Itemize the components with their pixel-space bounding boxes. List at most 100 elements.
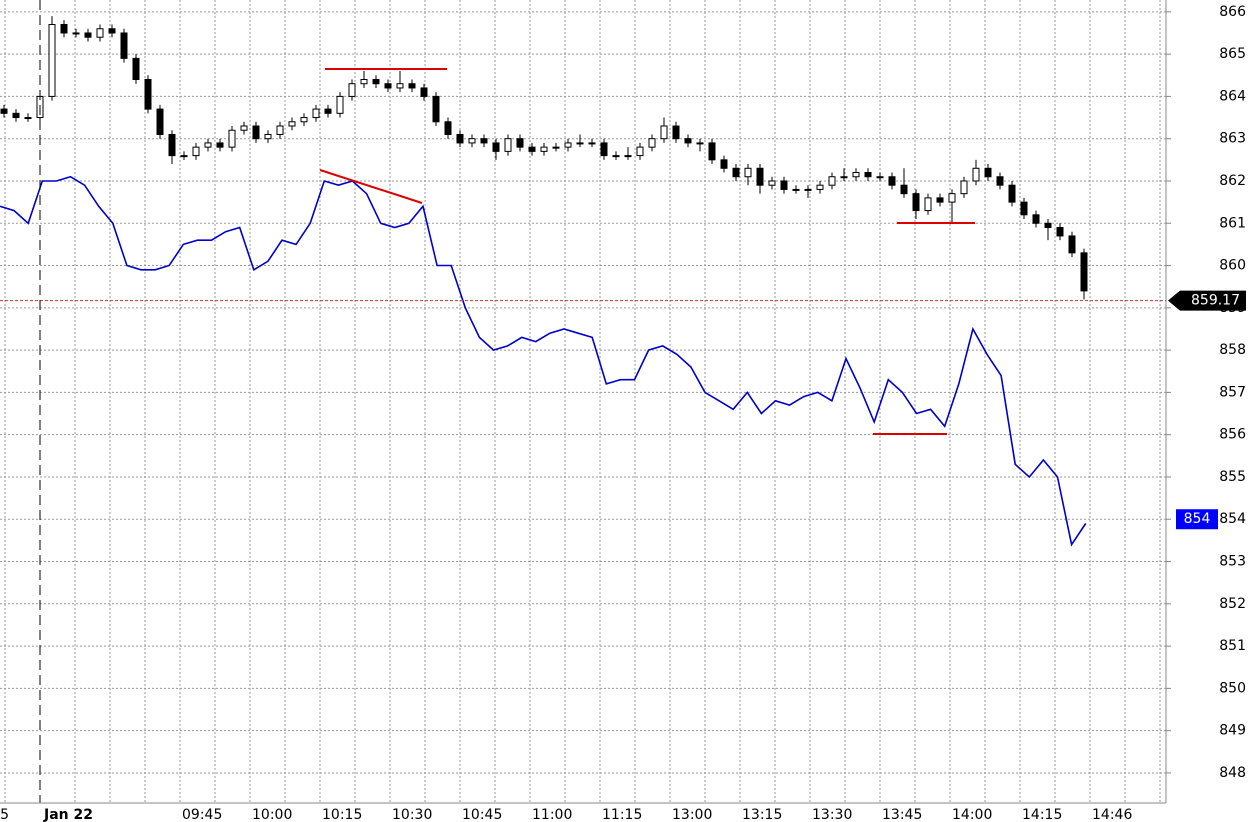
candle-body	[204, 142, 212, 148]
y-tick-label: 862	[1219, 173, 1246, 189]
candle-body	[816, 184, 824, 190]
candle-body	[1020, 201, 1028, 216]
candle-body	[996, 176, 1004, 186]
candle-body	[288, 121, 296, 127]
y-tick-label: 852	[1219, 596, 1246, 612]
candle-body	[540, 146, 548, 152]
x-tick-label: 10:30	[392, 807, 432, 822]
candle-body	[372, 78, 380, 85]
y-tick-label: 863	[1219, 131, 1246, 147]
candle-body	[744, 167, 752, 178]
candle-body	[84, 32, 92, 38]
x-tick-label: Jan 22	[43, 807, 93, 822]
candle-body	[792, 188, 800, 191]
candle-body	[492, 142, 500, 152]
x-tick-label: 13:00	[672, 807, 712, 822]
candle-body	[444, 121, 452, 135]
candle-body	[180, 155, 188, 158]
x-tick-label: 5	[0, 807, 9, 822]
candle-body	[576, 142, 584, 145]
x-tick-label: 10:45	[462, 807, 502, 822]
candle-body	[228, 129, 236, 148]
candle-body	[672, 125, 680, 140]
candle-body	[840, 176, 848, 179]
candle-body	[1032, 214, 1040, 224]
candle-body	[804, 188, 812, 191]
candle-body	[756, 167, 764, 186]
candle-body	[120, 32, 128, 59]
candle-body	[240, 125, 248, 131]
candle-body	[252, 125, 260, 140]
candle-body	[216, 142, 224, 148]
candle-body	[276, 125, 284, 135]
x-tick-label: 09:45	[182, 807, 222, 822]
candle-body	[504, 138, 512, 152]
price-tag	[1176, 509, 1218, 530]
x-tick-label: 10:00	[252, 807, 292, 822]
candle-body	[12, 112, 20, 119]
candle-body	[516, 138, 524, 148]
y-tick-label: 851	[1219, 638, 1246, 654]
candle-body	[948, 193, 956, 203]
candle-body	[72, 32, 80, 35]
candle-body	[528, 146, 536, 152]
candle-body	[600, 142, 608, 157]
price-tag-label: 854	[1184, 511, 1211, 527]
marks	[0, 16, 1166, 547]
candle-body	[312, 108, 320, 119]
candle-body	[264, 133, 272, 140]
x-tick-label: 13:30	[812, 807, 852, 822]
candle-body	[432, 95, 440, 123]
candle-body	[336, 95, 344, 114]
candle-body	[648, 138, 656, 148]
candle-body	[348, 83, 356, 97]
x-tick-label: 13:15	[742, 807, 782, 822]
x-tick-label: 14:46	[1092, 807, 1132, 822]
annotations	[319, 68, 975, 435]
candle-body	[588, 142, 596, 145]
y-tick-label: 849	[1219, 723, 1246, 739]
candle-body	[0, 108, 8, 114]
candle-body	[360, 78, 368, 85]
candle-body	[936, 197, 944, 203]
candle-body	[636, 146, 644, 157]
candle-body	[552, 146, 560, 149]
candle-body	[852, 172, 860, 178]
y-tick-label: 865	[1219, 46, 1246, 62]
x-tick-label: 10:15	[322, 807, 362, 822]
x-tick-label: 11:15	[602, 807, 642, 822]
y-tick-label: 856	[1219, 427, 1246, 443]
candle-body	[300, 117, 308, 123]
candle-body	[456, 133, 464, 144]
candle-body	[1056, 226, 1064, 237]
labels: 8488498508518528538548558568578588598608…	[0, 4, 1246, 822]
candle-body	[420, 87, 428, 97]
grid	[0, 0, 1171, 803]
y-tick-label: 854	[1219, 511, 1246, 527]
y-tick-label: 860	[1219, 258, 1246, 274]
candle-body	[1044, 222, 1052, 228]
y-tick-label: 853	[1219, 554, 1246, 570]
candle-body	[480, 138, 488, 144]
candle-body	[660, 125, 668, 140]
candle-body	[108, 28, 116, 34]
price-tag-label: 859.17	[1191, 293, 1240, 309]
y-tick-label: 848	[1219, 765, 1246, 781]
candle-body	[48, 24, 56, 97]
y-tick-label: 857	[1219, 384, 1246, 400]
x-tick-label: 11:00	[532, 807, 572, 822]
candle-body	[96, 28, 104, 38]
candle-body	[972, 167, 980, 182]
x-tick-label: 13:45	[882, 807, 922, 822]
candle-body	[912, 193, 920, 212]
candle-body	[468, 138, 476, 144]
candle-body	[960, 180, 968, 195]
x-tick-label: 14:15	[1022, 807, 1062, 822]
candle-body	[984, 167, 992, 178]
candle-body	[924, 197, 932, 212]
candle-body	[168, 133, 176, 157]
candle-body	[156, 108, 164, 135]
y-tick-label: 861	[1219, 215, 1246, 231]
divergence-line	[319, 169, 423, 204]
candle-body	[1080, 252, 1088, 292]
